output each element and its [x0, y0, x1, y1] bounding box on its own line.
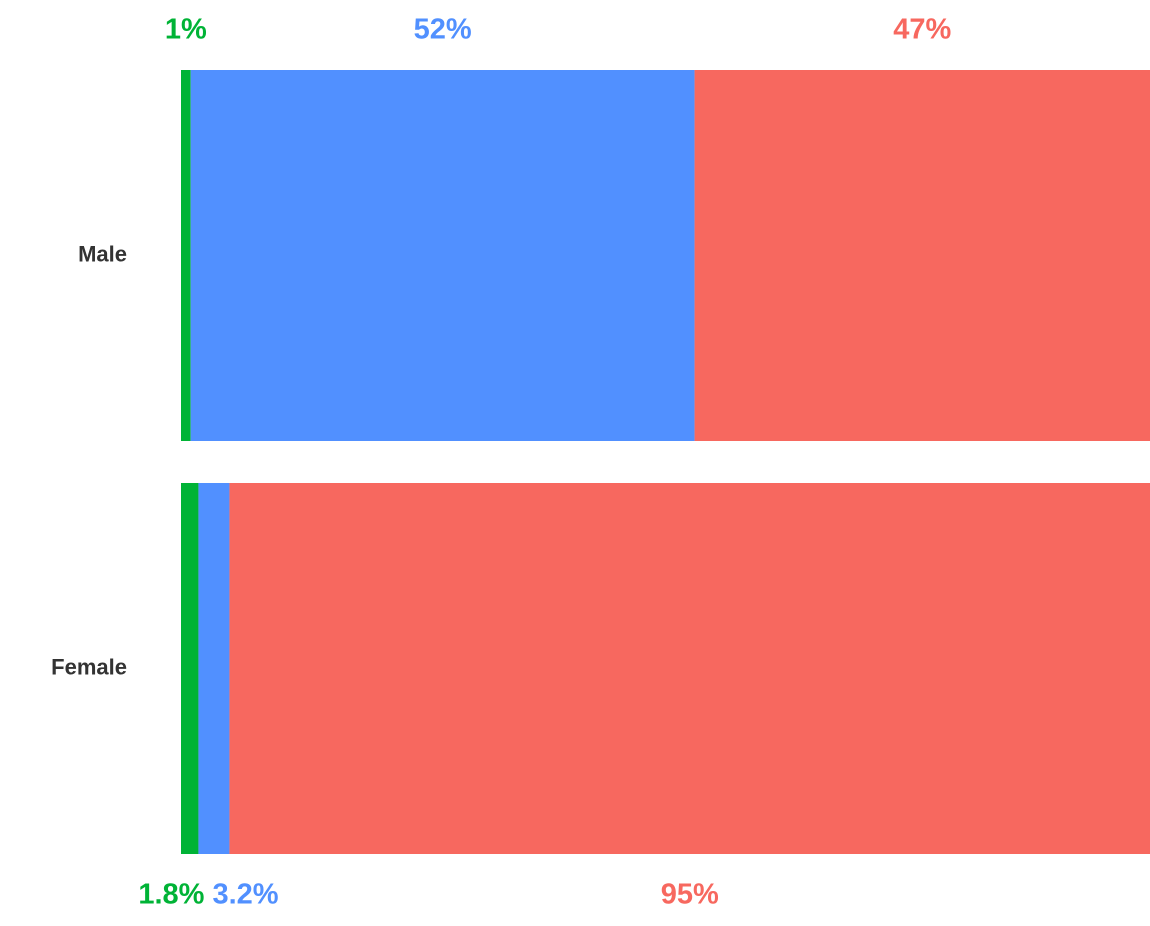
value-label: 52%	[414, 14, 472, 46]
bar-segment	[198, 483, 230, 854]
value-label: 3.2%	[212, 879, 278, 911]
bar-segment	[190, 70, 695, 441]
bar-segment	[229, 483, 1150, 854]
bar-segment	[694, 70, 1150, 441]
bar-segment	[181, 70, 191, 441]
bar-segment	[181, 483, 199, 854]
value-label: 1.8%	[138, 879, 204, 911]
category-label: Female	[51, 654, 127, 679]
value-label: 1%	[165, 14, 207, 46]
category-label: Male	[78, 241, 127, 266]
value-label: 47%	[893, 14, 951, 46]
value-label: 95%	[661, 879, 719, 911]
